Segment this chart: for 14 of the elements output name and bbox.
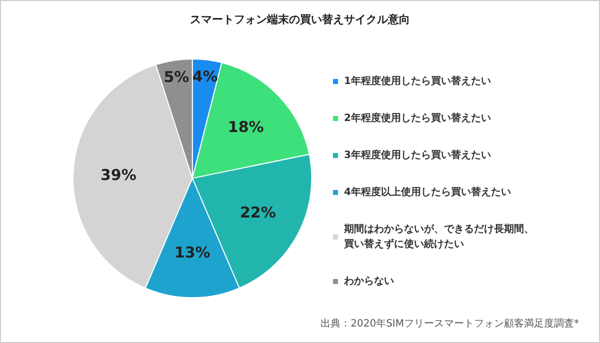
legend-label: 3年程度使用したら買い替えたい [344,149,491,161]
legend-label: わからない [343,276,394,287]
data-label: 22% [240,204,276,222]
legend-label: 2年程度使用したら買い替えたい [344,112,491,124]
data-label: 5% [164,68,190,86]
data-label: 39% [100,166,136,184]
legend-label: 期間はわからないが、できるだけ長期間、買い替えずに使い続けたい [343,223,534,250]
source-note: 出典：2020年SIMフリースマートフォン顧客満足度調査* [320,318,579,330]
legend-label: 1年程度使用したら買い替えたい [344,75,491,87]
data-label: 13% [174,243,210,262]
chart-title: スマートフォン端末の買い替えサイクル意向 [190,13,410,26]
data-label: 4% [192,67,218,86]
data-label: 18% [228,118,264,136]
legend-label: 4年程度以上使用したら買い替えたい [344,186,511,198]
